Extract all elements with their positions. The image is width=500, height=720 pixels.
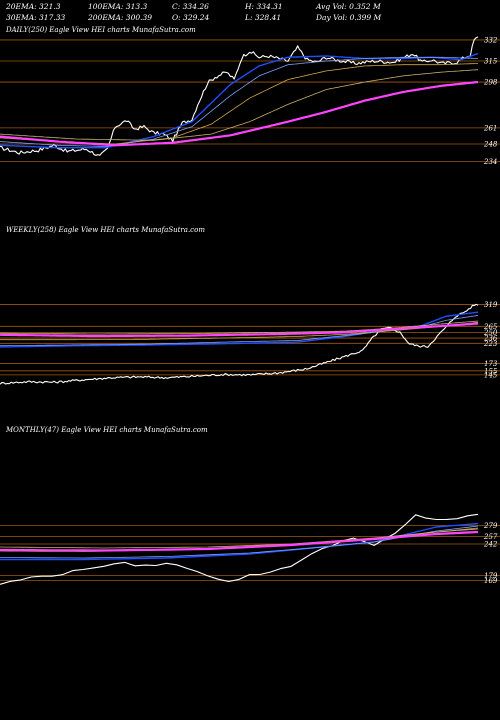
daily-ema100-line: [0, 69, 479, 141]
stat-ema200: 200EMA: 300.39: [88, 13, 153, 22]
daily-ema30-line: [0, 56, 479, 147]
daily-panel: 332 315 298 261 248 234: [0, 36, 500, 166]
weekly-level-label: 145: [484, 371, 498, 379]
daily-level-label: 261: [483, 124, 497, 132]
monthly-ema100-line: [0, 528, 479, 549]
monthly-level-label: 169: [484, 577, 498, 585]
weekly-ema50-line: [0, 321, 479, 341]
monthly-ema20-line: [0, 522, 479, 561]
daily-panel-title: DAILY(250) Eagle View HEI charts MunafaS…: [6, 26, 196, 34]
stat-day-vol: Day Vol: 0.399 M: [316, 13, 382, 22]
weekly-level-label: 155: [484, 367, 498, 375]
monthly-ema200-line: [0, 530, 479, 552]
weekly-level-label: 319: [484, 301, 498, 309]
monthly-level-label: 179: [484, 572, 498, 580]
monthly-ema30-line: [0, 525, 479, 559]
weekly-level-label: 173: [484, 360, 498, 368]
monthly-price-line: [0, 513, 479, 585]
stat-high: H: 334.31: [245, 2, 283, 11]
monthly-panel-title: MONTHLY(47) Eagle View HEI charts Munafa…: [6, 426, 208, 434]
stat-ema20: 20EMA: 321.3: [6, 2, 61, 11]
daily-ema20-line: [0, 52, 479, 149]
stat-ema30: 30EMA: 317.33: [6, 13, 66, 22]
monthly-level-label: 242: [483, 541, 498, 549]
daily-level-label: 248: [483, 141, 498, 149]
weekly-panel-title: WEEKLY(258) Eagle View HEI charts Munafa…: [6, 226, 205, 234]
daily-price-line: [0, 36, 479, 156]
stat-ema100: 100EMA: 313.3: [88, 2, 148, 11]
daily-level-label: 298: [483, 79, 498, 87]
monthly-level-label: 279: [483, 522, 498, 530]
weekly-level-label: 236: [483, 335, 498, 343]
stat-avg-vol: Avg Vol: 0.352 M: [316, 2, 381, 11]
daily-level-label: 315: [484, 57, 498, 65]
daily-level-label: 234: [483, 158, 497, 166]
stat-close: C: 334.26: [172, 2, 209, 11]
weekly-level-label: 223: [483, 340, 498, 348]
stat-low: L: 328.41: [245, 13, 282, 22]
stat-open: O: 329.24: [172, 13, 210, 22]
daily-ema200-line: [0, 81, 479, 147]
weekly-level-label: 250: [483, 329, 498, 337]
weekly-level-label: 265: [483, 323, 498, 331]
monthly-level-label: 257: [483, 533, 498, 541]
weekly-ema200-line: [0, 322, 479, 338]
daily-level-label: 332: [484, 36, 498, 44]
weekly-price-line: [0, 303, 479, 385]
